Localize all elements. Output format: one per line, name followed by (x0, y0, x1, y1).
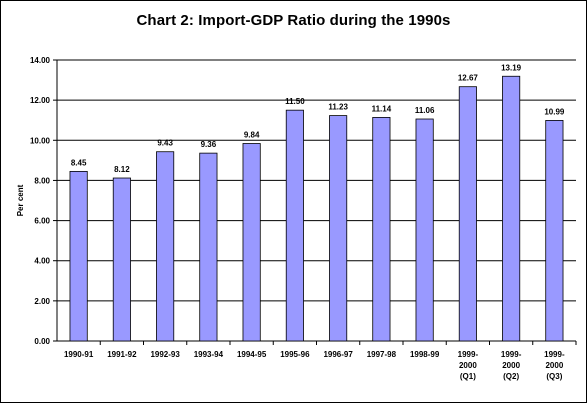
bar[interactable] (242, 143, 261, 342)
data-label: 11.14 (372, 104, 392, 113)
data-label: 11.06 (415, 106, 435, 115)
bar[interactable] (112, 177, 131, 342)
x-tick-label: 2000 (459, 361, 477, 370)
y-tick-label: 8.00 (34, 176, 50, 185)
x-tick-label: 1996-97 (323, 350, 353, 359)
bar[interactable] (285, 109, 304, 342)
y-tick-label: 12.00 (30, 96, 51, 105)
y-tick-label: 4.00 (34, 257, 50, 266)
data-label: 11.50 (285, 97, 305, 106)
y-tick-label: 10.00 (30, 136, 51, 145)
x-tick-label: 1999- (501, 350, 522, 359)
data-label: 8.12 (114, 165, 130, 174)
y-tick-label: 6.00 (34, 217, 50, 226)
x-tick-label: 1992-93 (150, 350, 180, 359)
x-tick-label: 1991-92 (107, 350, 137, 359)
bar[interactable] (502, 75, 521, 342)
bar[interactable] (458, 86, 477, 342)
y-tick-label: 2.00 (34, 297, 50, 306)
bar[interactable] (69, 170, 88, 342)
y-tick-label: 0.00 (34, 337, 50, 346)
x-tick-label: (Q3) (546, 372, 562, 381)
x-tick-label: 1999- (544, 350, 565, 359)
x-tick-label: 1998-99 (410, 350, 440, 359)
data-label: 13.19 (501, 63, 522, 72)
data-label: 10.99 (544, 107, 565, 116)
x-tick-label: 1995-96 (280, 350, 310, 359)
x-tick-label: 1990-91 (64, 350, 94, 359)
x-tick-label: 1997-98 (367, 350, 397, 359)
bar[interactable] (199, 152, 218, 342)
x-tick-label: 2000 (502, 361, 520, 370)
data-label: 12.67 (458, 74, 479, 83)
data-label: 9.84 (244, 130, 260, 139)
x-tick-label: 1993-94 (194, 350, 224, 359)
data-label: 8.45 (71, 158, 87, 167)
x-tick-label: 2000 (545, 361, 563, 370)
x-tick-label: 1999- (458, 350, 479, 359)
bar[interactable] (329, 115, 348, 342)
y-tick-label: 14.00 (30, 56, 51, 65)
data-label: 9.43 (157, 139, 173, 148)
chart-title: Chart 2: Import-GDP Ratio during the 199… (136, 12, 451, 29)
bar[interactable] (545, 120, 564, 342)
bar[interactable] (156, 151, 175, 342)
x-tick-label: (Q1) (460, 372, 476, 381)
bar[interactable] (415, 118, 434, 342)
x-tick-label: (Q2) (503, 372, 519, 381)
data-label: 9.36 (201, 140, 217, 149)
y-axis-label: Per cent (16, 184, 25, 216)
bar[interactable] (372, 117, 391, 342)
data-label: 11.23 (328, 103, 348, 112)
x-tick-label: 1994-95 (237, 350, 267, 359)
